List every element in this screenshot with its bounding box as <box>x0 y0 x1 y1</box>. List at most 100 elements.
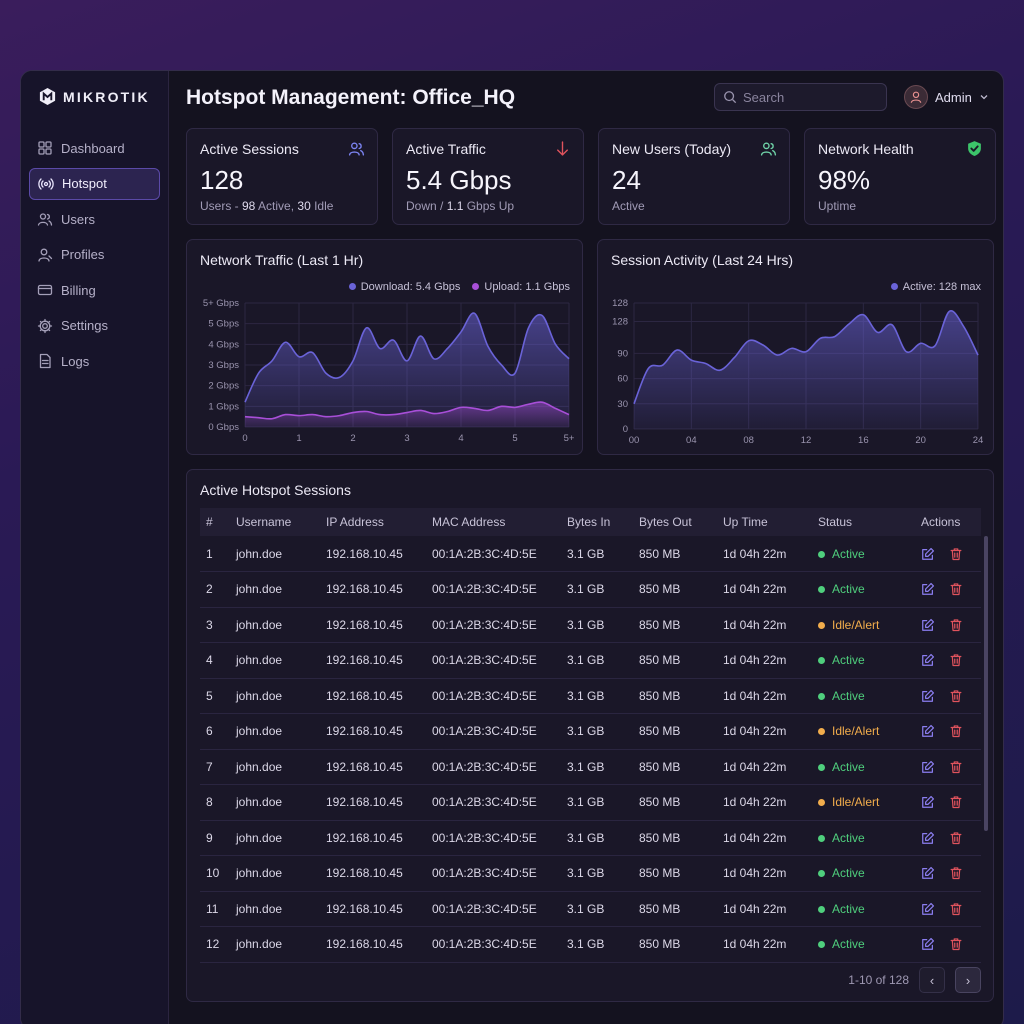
uptime-cell: 1d 04h 22m <box>723 866 787 881</box>
x-tick-label: 00 <box>629 435 640 446</box>
table-header-row: # Username IP Address MAC Address Bytes In By… <box>200 508 981 536</box>
table-row[interactable]: 11 john.doe 192.168.10.45 00:1A:2B:3C:4D:5E… <box>200 891 981 927</box>
bytes-out-cell: 850 MB <box>639 546 681 561</box>
trash-icon[interactable] <box>949 795 963 809</box>
mac-cell: 00:1A:2B:3C:4D:5E <box>432 901 537 916</box>
stat-value: 24 <box>612 165 641 195</box>
table-row[interactable]: 7 john.doe 192.168.10.45 00:1A:2B:3C:4D:5E 3… <box>200 749 981 785</box>
row-index: 8 <box>206 795 213 810</box>
sidebar-item-logs[interactable]: Logs <box>29 345 160 377</box>
trash-icon[interactable] <box>949 724 963 738</box>
next-page-button[interactable]: › <box>955 967 981 993</box>
sidebar-item-settings[interactable]: Settings <box>29 310 160 342</box>
stat-title: Active Traffic <box>406 141 486 157</box>
table-body: 1 john.doe 192.168.10.45 00:1A:2B:3C:4D:5E 3… <box>200 536 981 962</box>
table-row[interactable]: 12 john.doe 192.168.10.45 00:1A:2B:3C:4D:5E… <box>200 927 981 963</box>
search-input[interactable] <box>743 89 873 105</box>
status-cell: Active <box>812 678 915 714</box>
sidebar-item-billing[interactable]: Billing <box>29 274 160 306</box>
column-header-index[interactable]: # <box>206 515 213 529</box>
trash-icon[interactable] <box>949 937 963 951</box>
trash-icon[interactable] <box>949 582 963 596</box>
column-header-ip-address[interactable]: IP Address <box>326 515 384 529</box>
stat-card-active-traffic: Active Traffic 5.4 Gbps Down / 1.1 Gbps Up <box>392 128 584 225</box>
status-cell: Active <box>812 856 915 892</box>
table-row[interactable]: 1 john.doe 192.168.10.45 00:1A:2B:3C:4D:5E 3… <box>200 536 981 572</box>
table-row[interactable]: 10 john.doe 192.168.10.45 00:1A:2B:3C:4D:5E… <box>200 856 981 892</box>
actions-cell <box>915 927 981 963</box>
edit-icon[interactable] <box>921 902 935 916</box>
column-header-username[interactable]: Username <box>236 515 292 529</box>
table-scrollbar[interactable] <box>984 536 988 831</box>
status-dot <box>818 728 825 736</box>
table-row[interactable]: 3 john.doe 192.168.10.45 00:1A:2B:3C:4D:5E 3… <box>200 607 981 643</box>
table-row[interactable]: 5 john.doe 192.168.10.45 00:1A:2B:3C:4D:5E 3… <box>200 678 981 714</box>
username-cell: john.doe <box>236 688 283 703</box>
trash-icon[interactable] <box>949 653 963 667</box>
bytes-in-cell: 3.1 GB <box>567 830 605 845</box>
edit-icon[interactable] <box>921 582 935 596</box>
column-header-bytes-out[interactable]: Bytes Out <box>639 515 692 529</box>
session-activity-chart: 0 30 60 90 128 128 00 04 08 12 16 20 24 <box>612 298 983 446</box>
trash-icon[interactable] <box>949 760 963 774</box>
status-cell: Active <box>812 927 915 963</box>
uptime-cell: 1d 04h 22m <box>723 937 787 952</box>
x-tick-label: 12 <box>801 435 812 446</box>
edit-icon[interactable] <box>921 724 935 738</box>
prev-page-button[interactable]: ‹ <box>919 967 945 993</box>
stat-value: 5.4 Gbps <box>406 165 512 195</box>
sidebar-item-label: Billing <box>61 282 96 298</box>
table-row[interactable]: 2 john.doe 192.168.10.45 00:1A:2B:3C:4D:5E 3… <box>200 572 981 607</box>
table-row[interactable]: 9 john.doe 192.168.10.45 00:1A:2B:3C:4D:5E 3… <box>200 820 981 856</box>
bytes-out-cell: 850 MB <box>639 582 681 597</box>
status-badge: Active <box>832 653 865 668</box>
column-header-mac-address[interactable]: MAC Address <box>432 515 506 529</box>
trash-icon[interactable] <box>949 866 963 880</box>
trash-icon[interactable] <box>949 689 963 703</box>
uptime-cell: 1d 04h 22m <box>723 546 787 561</box>
column-header-bytes-in[interactable]: Bytes In <box>567 515 611 529</box>
y-tick-label: 1 Gbps <box>208 401 239 412</box>
bytes-in-cell: 3.1 GB <box>567 582 605 597</box>
sidebar-item-users[interactable]: Users <box>29 203 160 235</box>
grid-icon <box>38 141 52 155</box>
trash-icon[interactable] <box>949 547 963 561</box>
edit-icon[interactable] <box>921 547 935 561</box>
username-cell: john.doe <box>236 795 283 810</box>
edit-icon[interactable] <box>921 937 935 951</box>
sidebar-item-hotspot[interactable]: Hotspot <box>29 167 160 200</box>
mac-cell: 00:1A:2B:3C:4D:5E <box>432 795 537 810</box>
table-row[interactable]: 4 john.doe 192.168.10.45 00:1A:2B:3C:4D:5E 3… <box>200 643 981 678</box>
row-index: 3 <box>206 617 213 632</box>
edit-icon[interactable] <box>921 689 935 703</box>
table-row[interactable]: 8 john.doe 192.168.10.45 00:1A:2B:3C:4D:5E 3… <box>200 785 981 821</box>
bytes-out-cell: 850 MB <box>639 653 681 668</box>
status-cell: Active <box>812 749 915 785</box>
edit-icon[interactable] <box>921 866 935 880</box>
y-tick-label: 128 <box>612 298 628 309</box>
status-dot <box>818 657 825 665</box>
user-menu[interactable]: Admin <box>904 85 989 109</box>
column-header-up-time[interactable]: Up Time <box>723 515 768 529</box>
table-row[interactable]: 6 john.doe 192.168.10.45 00:1A:2B:3C:4D:5E 3… <box>200 714 981 749</box>
column-header-status[interactable]: Status <box>818 515 853 529</box>
sidebar-item-dashboard[interactable]: Dashboard <box>29 132 160 164</box>
edit-icon[interactable] <box>921 760 935 774</box>
trash-icon[interactable] <box>949 618 963 632</box>
edit-icon[interactable] <box>921 618 935 632</box>
edit-icon[interactable] <box>921 795 935 809</box>
search-box[interactable] <box>714 83 887 111</box>
sessions-table: # Username IP Address MAC Address Bytes In By… <box>200 508 981 963</box>
status-cell: Idle/Alert <box>812 785 915 821</box>
bytes-in-cell: 3.1 GB <box>567 724 605 739</box>
edit-icon[interactable] <box>921 653 935 667</box>
status-dot <box>818 692 825 700</box>
column-header-actions[interactable]: Actions <box>921 515 961 529</box>
shield-check-icon <box>968 141 981 156</box>
chart-legend: Active: 128 max <box>890 281 981 293</box>
trash-icon[interactable] <box>949 902 963 916</box>
trash-icon[interactable] <box>949 831 963 845</box>
series-area-0 <box>245 313 569 427</box>
edit-icon[interactable] <box>921 831 935 845</box>
sidebar-item-profiles[interactable]: Profiles <box>29 239 160 271</box>
